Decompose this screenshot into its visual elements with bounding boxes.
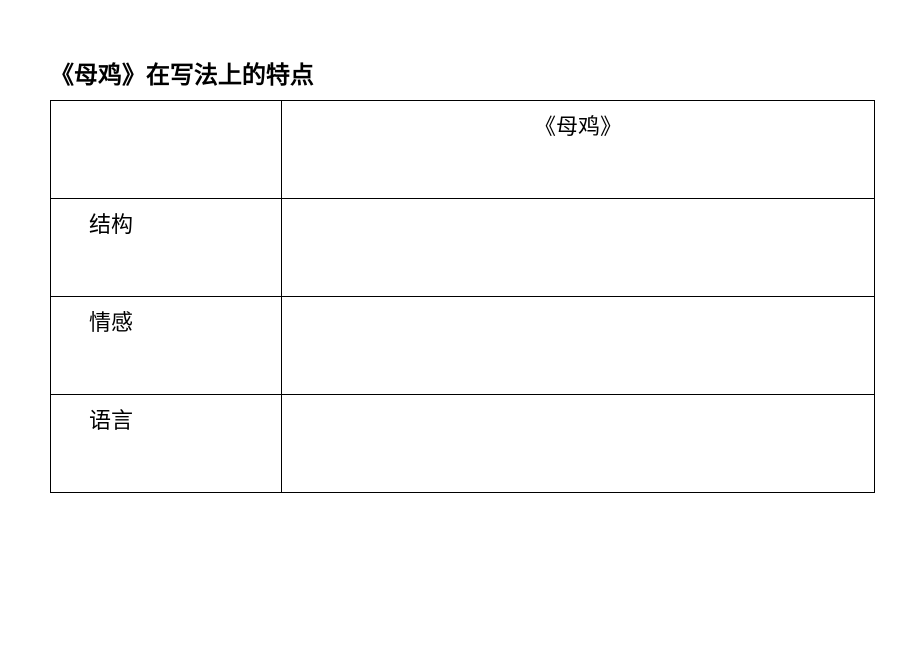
table-header-row: 《母鸡》 (51, 101, 875, 199)
row-value-emotion (282, 297, 875, 395)
document-container: 《母鸡》在写法上的特点 《母鸡》 结构 情感 语言 (0, 0, 920, 493)
row-label-emotion: 情感 (51, 297, 282, 395)
header-cell-title: 《母鸡》 (282, 101, 875, 199)
header-cell-empty (51, 101, 282, 199)
table-row: 情感 (51, 297, 875, 395)
table-row: 结构 (51, 199, 875, 297)
document-title: 《母鸡》在写法上的特点 (50, 55, 870, 90)
row-label-structure: 结构 (51, 199, 282, 297)
features-table: 《母鸡》 结构 情感 语言 (50, 100, 875, 493)
row-value-language (282, 395, 875, 493)
row-value-structure (282, 199, 875, 297)
row-label-language: 语言 (51, 395, 282, 493)
table-row: 语言 (51, 395, 875, 493)
